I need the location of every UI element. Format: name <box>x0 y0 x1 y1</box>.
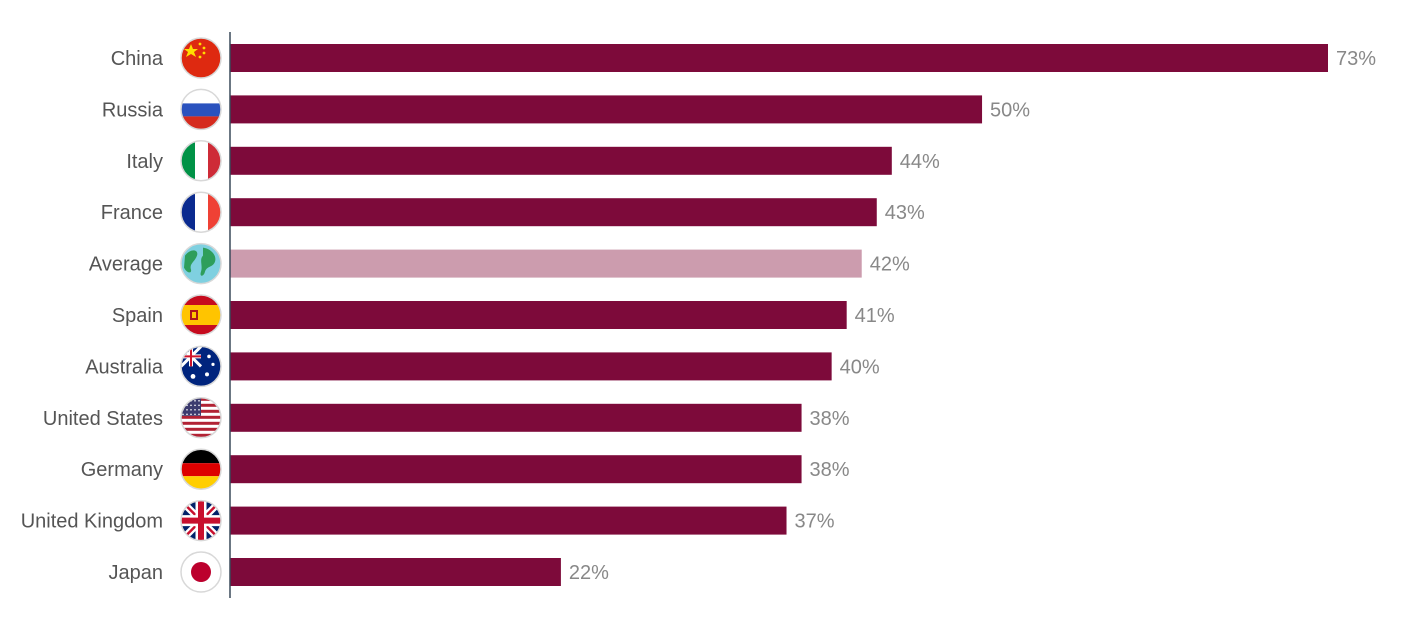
flag-china-icon <box>180 37 222 79</box>
bar <box>230 95 983 124</box>
flag-russia-icon <box>180 88 222 131</box>
value-label: 37% <box>795 511 835 533</box>
bar-row: Japan 22% <box>109 551 609 593</box>
bar-row: Germany 38% <box>81 448 850 490</box>
bar-row: France 43% <box>101 191 925 233</box>
category-label: Italy <box>126 151 163 173</box>
bar <box>230 301 847 329</box>
category-label: Spain <box>112 305 163 327</box>
bar <box>230 198 877 227</box>
bar-row: United States 38% <box>43 397 850 439</box>
flag-spain-icon <box>180 294 222 336</box>
flag-france-icon <box>180 191 222 233</box>
flag-germany-icon <box>180 448 222 490</box>
bars-group: China 73% Russia 50% Italy 44% France 43% Averag… <box>21 37 1376 593</box>
category-label: United Kingdom <box>21 511 163 533</box>
category-label: United States <box>43 408 163 430</box>
bar-row: Italy 44% <box>126 140 940 182</box>
bar-row: Russia 50% <box>102 88 1030 131</box>
bar <box>230 352 832 381</box>
value-label: 73% <box>1336 48 1376 70</box>
flag-usa-icon <box>180 397 222 439</box>
bar <box>230 455 802 484</box>
category-label: Japan <box>109 562 164 584</box>
category-label: Australia <box>85 356 164 378</box>
value-label: 22% <box>569 562 609 584</box>
bar <box>230 249 862 278</box>
bar <box>230 403 802 432</box>
value-label: 44% <box>900 151 940 173</box>
value-label: 50% <box>990 99 1030 121</box>
bar <box>230 506 787 535</box>
value-label: 41% <box>855 305 895 327</box>
globe-icon <box>180 242 222 285</box>
bar <box>230 146 892 175</box>
category-label: Average <box>89 254 163 276</box>
bar <box>230 558 561 586</box>
category-label: Germany <box>81 459 163 481</box>
flag-uk-icon <box>180 499 222 542</box>
bar-row: Average 42% <box>89 242 910 285</box>
value-label: 40% <box>840 356 880 378</box>
category-label: Russia <box>102 99 164 121</box>
bar-row: China 73% <box>111 37 1376 79</box>
flag-italy-icon <box>180 140 222 182</box>
bar-row: Australia 40% <box>85 345 880 388</box>
value-label: 43% <box>885 202 925 224</box>
bar-row: United Kingdom 37% <box>21 499 835 542</box>
category-label: China <box>111 48 164 70</box>
bar-row: Spain 41% <box>112 294 895 336</box>
value-label: 42% <box>870 254 910 276</box>
bar <box>230 44 1328 72</box>
flag-australia-icon <box>180 345 222 388</box>
value-label: 38% <box>810 459 850 481</box>
category-label: France <box>101 202 163 224</box>
flag-japan-icon <box>180 551 222 593</box>
value-label: 38% <box>810 408 850 430</box>
